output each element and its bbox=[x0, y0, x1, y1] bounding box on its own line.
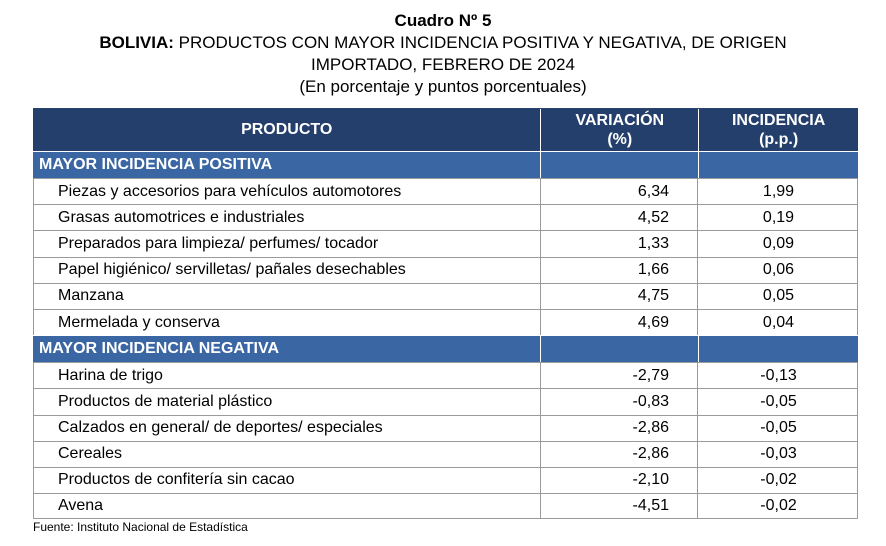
subtitle-country: BOLIVIA: bbox=[99, 33, 174, 52]
header-variation: VARIACIÓN (%) bbox=[541, 109, 700, 151]
incidence-cell: -0,02 bbox=[760, 497, 797, 515]
incidence-cell: 0,19 bbox=[762, 208, 795, 226]
product-cell: Piezas y accesorios para vehículos autom… bbox=[34, 179, 541, 205]
variation-cell: -2,79 bbox=[541, 363, 698, 389]
table-row: Productos de material plástico -0,83 -0,05 bbox=[33, 388, 858, 415]
table-row: Preparados para limpieza/ perfumes/ toca… bbox=[33, 230, 858, 257]
section-spacer bbox=[699, 336, 858, 362]
incidence-cell: -0,02 bbox=[760, 471, 797, 489]
table-row: Harina de trigo -2,79 -0,13 bbox=[33, 362, 858, 389]
table-row: Productos de confitería sin cacao -2,10 -0… bbox=[33, 466, 858, 494]
section-spacer bbox=[699, 152, 858, 178]
data-table: PRODUCTO VARIACIÓN (%) INCIDENCIA (p.p.) M… bbox=[33, 108, 858, 520]
product-cell: Grasas automotrices e industriales bbox=[34, 205, 541, 231]
table-row: Manzana 4,75 0,05 bbox=[33, 282, 858, 309]
variation-cell: -2,10 bbox=[541, 467, 698, 494]
product-cell: Productos de confitería sin cacao bbox=[34, 467, 541, 494]
variation-cell: 1,33 bbox=[541, 231, 698, 257]
variation-cell: -2,86 bbox=[541, 441, 698, 467]
incidence-cell: 0,09 bbox=[762, 234, 795, 252]
table-body: MAYOR INCIDENCIA POSITIVA Piezas y acceso… bbox=[33, 151, 858, 520]
table-units: (En porcentaje y puntos porcentuales) bbox=[299, 77, 587, 96]
variation-cell: 4,69 bbox=[541, 309, 698, 336]
variation-cell: -0,83 bbox=[541, 389, 698, 415]
section-header: MAYOR INCIDENCIA NEGATIVA bbox=[33, 335, 858, 363]
incidence-cell: 0,04 bbox=[762, 313, 795, 331]
table-row: Papel higiénico/ servilletas/ pañales de… bbox=[33, 256, 858, 283]
table-subtitle-line1: BOLIVIA: PRODUCTOS CON MAYOR INCIDENCIA … bbox=[0, 32, 886, 54]
section-header: MAYOR INCIDENCIA POSITIVA bbox=[33, 151, 858, 178]
section-spacer bbox=[541, 336, 699, 363]
table-row: Grasas automotrices e industriales 4,52 0,… bbox=[33, 204, 858, 231]
table-row: Mermelada y conserva 4,69 0,04 bbox=[33, 308, 858, 336]
incidence-cell: -0,05 bbox=[760, 419, 797, 437]
incidence-cell: 0,05 bbox=[762, 287, 795, 305]
incidence-cell: 0,06 bbox=[762, 261, 795, 279]
variation-cell: 6,34 bbox=[541, 179, 698, 205]
incidence-cell: 1,99 bbox=[762, 182, 795, 200]
source-note: Fuente: Instituto Nacional de Estadístic… bbox=[33, 520, 248, 534]
header-variation-unit: (%) bbox=[607, 131, 633, 148]
header-product: PRODUCTO bbox=[33, 109, 542, 151]
product-cell: Calzados en general/ de deportes/ especi… bbox=[34, 415, 541, 441]
header-incidence-label: INCIDENCIA bbox=[731, 112, 826, 129]
product-cell: Productos de material plástico bbox=[34, 389, 541, 415]
product-cell: Manzana bbox=[34, 283, 541, 309]
product-cell: Papel higiénico/ servilletas/ pañales de… bbox=[34, 257, 541, 283]
variation-cell: 1,66 bbox=[541, 257, 698, 283]
product-cell: Mermelada y conserva bbox=[34, 309, 541, 336]
table-subtitle-line2: IMPORTADO, FEBRERO DE 2024 bbox=[311, 55, 575, 74]
product-cell: Cereales bbox=[34, 441, 541, 467]
table-row: Calzados en general/ de deportes/ especi… bbox=[33, 414, 858, 441]
subtitle-text-1: PRODUCTOS CON MAYOR INCIDENCIA POSITIVA … bbox=[173, 33, 787, 52]
incidence-cell: -0,03 bbox=[760, 445, 797, 463]
table-caption: Cuadro Nº 5 BOLIVIA: PRODUCTOS CON MAYOR… bbox=[0, 10, 886, 98]
header-incidence-unit: (p.p.) bbox=[759, 131, 799, 148]
section-spacer bbox=[541, 152, 699, 178]
variation-cell: -2,86 bbox=[541, 415, 698, 441]
variation-cell: 4,75 bbox=[541, 283, 698, 309]
header-incidence: INCIDENCIA (p.p.) bbox=[699, 109, 858, 151]
section-label: MAYOR INCIDENCIA NEGATIVA bbox=[33, 336, 541, 363]
incidence-cell: -0,13 bbox=[760, 366, 797, 384]
header-variation-label: VARIACIÓN bbox=[575, 112, 665, 129]
variation-cell: -4,51 bbox=[541, 494, 698, 519]
table-row: Piezas y accesorios para vehículos autom… bbox=[33, 178, 858, 205]
section-label: MAYOR INCIDENCIA POSITIVA bbox=[33, 152, 541, 178]
table-header: PRODUCTO VARIACIÓN (%) INCIDENCIA (p.p.) bbox=[33, 108, 858, 151]
product-cell: Harina de trigo bbox=[34, 363, 541, 389]
table-row: Cereales -2,86 -0,03 bbox=[33, 440, 858, 467]
incidence-cell: -0,05 bbox=[760, 392, 797, 410]
variation-cell: 4,52 bbox=[541, 205, 698, 231]
table-row: Avena -4,51 -0,02 bbox=[33, 493, 858, 520]
product-cell: Preparados para limpieza/ perfumes/ toca… bbox=[34, 231, 541, 257]
table-title: Cuadro Nº 5 bbox=[394, 11, 492, 30]
product-cell: Avena bbox=[34, 494, 541, 519]
